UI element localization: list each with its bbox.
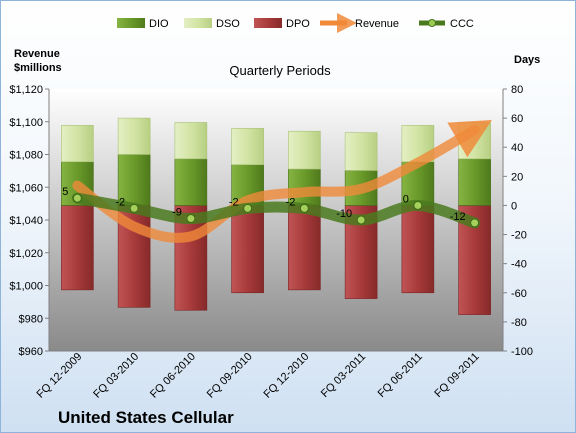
right-axis-label: Days	[514, 54, 540, 66]
ccc-point	[413, 200, 423, 210]
left-tick-label: $1,000	[9, 281, 43, 293]
right-tick-label: 60	[511, 113, 523, 125]
legend-label-dpo: DPO	[286, 18, 310, 30]
series-line-revenue	[72, 119, 492, 243]
left-axis-ticks: $960 $980 $1,000 $1,020 $1,040 $1,060 $1,080 $1…	[9, 84, 49, 358]
legend-swatch-dso	[184, 18, 212, 28]
legend-label-revenue: Revenue	[355, 18, 399, 30]
left-axis-label-line1: Revenue	[14, 48, 60, 60]
bar-dpo	[61, 205, 94, 291]
ccc-data-label: -9	[172, 207, 182, 219]
right-tick-label: 40	[511, 142, 523, 154]
bar-dso	[117, 117, 151, 155]
left-tick-label: $980	[19, 313, 43, 325]
left-tick-label: $1,020	[9, 248, 43, 260]
bar-dso	[61, 125, 94, 163]
legend-label-dio: DIO	[149, 18, 169, 30]
legend-label-ccc: CCC	[450, 18, 474, 30]
ccc-point	[129, 203, 139, 213]
right-tick-label: 80	[511, 84, 523, 96]
left-tick-label: $1,100	[9, 117, 43, 129]
left-tick-label: $1,120	[9, 84, 43, 96]
series-line-ccc	[71, 192, 481, 229]
legend-swatch-dpo	[254, 18, 282, 28]
legend-swatch-dio	[117, 18, 145, 28]
bar-dio	[458, 158, 491, 206]
category-label: FQ 03-2010	[91, 351, 141, 401]
ccc-point	[470, 218, 480, 228]
right-tick-label: -20	[511, 230, 527, 242]
bar-dpo	[401, 205, 435, 294]
ccc-data-label: 0	[403, 193, 409, 205]
left-tick-label: $960	[19, 346, 43, 358]
left-axis-label-line2: $millions	[14, 62, 62, 74]
company-name: United States Cellular	[58, 408, 234, 427]
category-label: FQ 09-2011	[432, 351, 481, 400]
left-tick-label: $1,060	[9, 182, 43, 194]
right-tick-label: 20	[511, 171, 523, 183]
bar-dpo	[288, 205, 321, 291]
category-label: FQ 12-2009	[35, 351, 85, 401]
legend-label-dso: DSO	[216, 18, 240, 30]
ccc-point	[299, 203, 309, 213]
bar-dio	[117, 154, 151, 206]
category-label: FQ 03-2011	[319, 351, 368, 400]
line-layer: 5 -2 -9 -2 -2 -10 0 -12	[62, 119, 492, 243]
left-tick-label: $1,040	[9, 215, 43, 227]
right-tick-label: -40	[511, 259, 527, 271]
ccc-data-label: -2	[229, 196, 239, 208]
bar-dso	[344, 132, 378, 171]
category-labels: FQ 12-2009 FQ 03-2010 FQ 06-2010 FQ 09-2010…	[35, 351, 482, 401]
right-tick-label: -100	[511, 346, 533, 358]
ccc-data-label: -2	[115, 196, 125, 208]
ccc-data-label: -10	[336, 208, 352, 220]
ccc-point	[243, 203, 253, 213]
left-tick-label: $1,080	[9, 150, 43, 162]
right-axis-ticks: -100 -80 -60 -40 -20 0 20 40 60 80	[503, 84, 533, 358]
legend-marker-ccc	[428, 19, 436, 27]
category-label: FQ 12-2010	[262, 351, 312, 401]
bar-dso	[231, 128, 264, 165]
ccc-point	[186, 214, 196, 224]
ccc-point	[356, 215, 366, 225]
chart-title: Quarterly Periods	[229, 63, 331, 78]
legend: DIO DSO DPO Revenue CCC	[117, 13, 474, 33]
bar-dio	[174, 158, 208, 206]
ccc-data-label: -2	[286, 196, 296, 208]
bar-dso	[174, 122, 208, 160]
ccc-data-label: -12	[450, 211, 466, 223]
category-label: FQ 06-2011	[376, 351, 425, 400]
category-label: FQ 06-2010	[148, 351, 198, 401]
category-label: FQ 09-2010	[205, 351, 255, 401]
right-tick-label: -80	[511, 317, 527, 329]
right-tick-label: 0	[511, 200, 517, 212]
bar-dso	[288, 130, 321, 170]
bar-dpo	[231, 205, 264, 294]
right-tick-label: -60	[511, 288, 527, 300]
ccc-point	[72, 193, 82, 203]
ccc-data-label: 5	[62, 186, 68, 198]
